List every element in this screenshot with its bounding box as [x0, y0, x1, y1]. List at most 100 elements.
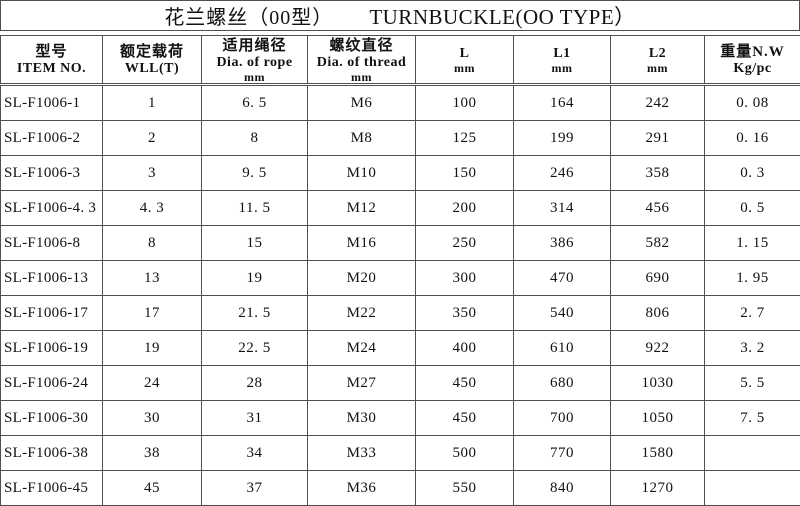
value-cell: 450 — [416, 366, 514, 401]
value-cell: 24 — [103, 366, 202, 401]
value-cell: 11. 5 — [202, 191, 308, 226]
value-cell: 242 — [611, 85, 705, 121]
item-no-cell: SL-F1006-8 — [1, 226, 103, 261]
value-cell: 19 — [103, 331, 202, 366]
value-cell — [705, 471, 800, 506]
value-cell: 45 — [103, 471, 202, 506]
value-cell: M30 — [308, 401, 416, 436]
value-cell: 125 — [416, 121, 514, 156]
header-line: mm — [308, 71, 415, 83]
value-cell: 0. 3 — [705, 156, 800, 191]
value-cell: 300 — [416, 261, 514, 296]
value-cell: 1270 — [611, 471, 705, 506]
value-cell — [705, 436, 800, 471]
value-cell: 1050 — [611, 401, 705, 436]
header-line: mm — [202, 71, 307, 83]
header-line: L — [416, 46, 513, 62]
value-cell: 770 — [514, 436, 611, 471]
title-english: TURNBUCKLE(OO TYPE） — [369, 1, 635, 31]
header-line: L1 — [514, 46, 610, 62]
value-cell: 13 — [103, 261, 202, 296]
value-cell: 500 — [416, 436, 514, 471]
item-no-cell: SL-F1006-4. 3 — [1, 191, 103, 226]
header-line: mm — [514, 62, 610, 74]
value-cell: 350 — [416, 296, 514, 331]
value-cell: 680 — [514, 366, 611, 401]
value-cell: 17 — [103, 296, 202, 331]
value-cell: 358 — [611, 156, 705, 191]
value-cell: 0. 5 — [705, 191, 800, 226]
value-cell: M24 — [308, 331, 416, 366]
value-cell: 2. 7 — [705, 296, 800, 331]
value-cell: 22. 5 — [202, 331, 308, 366]
value-cell: 15 — [202, 226, 308, 261]
page-title: 花兰螺丝（00型） TURNBUCKLE(OO TYPE） — [0, 0, 800, 31]
header-line: Dia. of thread — [308, 55, 415, 71]
value-cell: 922 — [611, 331, 705, 366]
header-line: mm — [416, 62, 513, 74]
header-line: 额定载荷 — [103, 43, 201, 61]
value-cell: 2 — [103, 121, 202, 156]
item-no-cell: SL-F1006-19 — [1, 331, 103, 366]
value-cell: 100 — [416, 85, 514, 121]
value-cell: 246 — [514, 156, 611, 191]
value-cell: 291 — [611, 121, 705, 156]
value-cell: 199 — [514, 121, 611, 156]
header-line: Dia. of rope — [202, 55, 307, 71]
header-line: 螺纹直径 — [308, 37, 415, 55]
header-line: mm — [611, 62, 704, 74]
value-cell: 164 — [514, 85, 611, 121]
value-cell: 19 — [202, 261, 308, 296]
value-cell: 3 — [103, 156, 202, 191]
value-cell: 1. 95 — [705, 261, 800, 296]
title-chinese: 花兰螺丝（00型） — [164, 1, 333, 30]
value-cell: 37 — [202, 471, 308, 506]
value-cell: 9. 5 — [202, 156, 308, 191]
value-cell: 3. 2 — [705, 331, 800, 366]
value-cell: M22 — [308, 296, 416, 331]
value-cell: 8 — [103, 226, 202, 261]
value-cell: M16 — [308, 226, 416, 261]
header-line: WLL(T) — [103, 61, 201, 77]
value-cell: 1030 — [611, 366, 705, 401]
value-cell: 1. 15 — [705, 226, 800, 261]
header-line: 适用绳径 — [202, 37, 307, 55]
item-no-cell: SL-F1006-13 — [1, 261, 103, 296]
item-no-cell: SL-F1006-45 — [1, 471, 103, 506]
value-cell: M33 — [308, 436, 416, 471]
header-line: L2 — [611, 46, 704, 62]
value-cell: 470 — [514, 261, 611, 296]
value-cell: 28 — [202, 366, 308, 401]
value-cell: 0. 16 — [705, 121, 800, 156]
item-no-cell: SL-F1006-3 — [1, 156, 103, 191]
value-cell: 456 — [611, 191, 705, 226]
value-cell: 0. 08 — [705, 85, 800, 121]
value-cell: M6 — [308, 85, 416, 121]
value-cell: 610 — [514, 331, 611, 366]
value-cell: 7. 5 — [705, 401, 800, 436]
item-no-cell: SL-F1006-38 — [1, 436, 103, 471]
value-cell: M27 — [308, 366, 416, 401]
header-line: 重量N.W — [705, 43, 800, 61]
value-cell: 540 — [514, 296, 611, 331]
value-cell: 250 — [416, 226, 514, 261]
value-cell: 4. 3 — [103, 191, 202, 226]
